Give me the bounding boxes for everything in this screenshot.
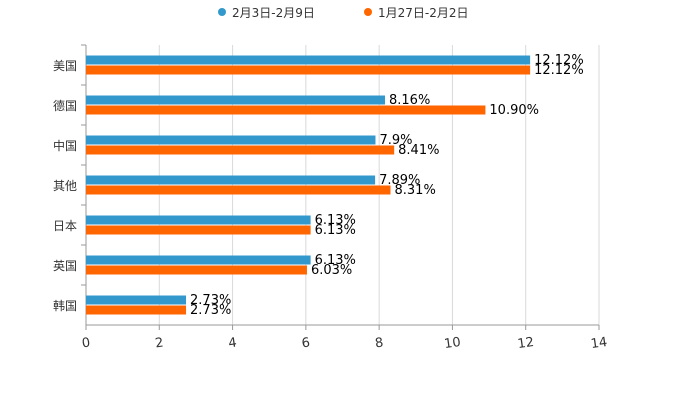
grid-lines xyxy=(85,45,600,325)
bars xyxy=(86,55,531,315)
category-label: 德国 xyxy=(53,98,77,113)
category-label: 中国 xyxy=(53,138,77,153)
x-tick-label: 10 xyxy=(443,335,461,352)
legend-label-2[interactable]: 1月27日-2月2日 xyxy=(378,6,469,20)
x-tick-label: 2 xyxy=(154,335,164,351)
data-label: 6.13% xyxy=(315,223,356,238)
data-labels: 12.12%12.12% 8.16% 10.90% 7.9%8.41% 7.89%8.3… xyxy=(190,53,584,318)
category-label: 日本 xyxy=(53,219,77,233)
bar-series1[interactable] xyxy=(86,215,311,225)
category-label: 韩国 xyxy=(53,298,77,313)
bar-series1[interactable] xyxy=(86,95,386,105)
bar-series1[interactable] xyxy=(86,255,311,265)
data-label: 8.31% xyxy=(395,183,436,198)
data-label: 7.9% xyxy=(379,133,412,148)
data-label: 7.89% xyxy=(379,173,420,188)
legend-marker-2 xyxy=(364,8,372,16)
legend-label-1[interactable]: 2月3日-2月9日 xyxy=(232,6,315,20)
bar-series1[interactable] xyxy=(86,135,376,145)
data-label: 12.12% xyxy=(534,63,584,78)
data-label: 8.41% xyxy=(398,143,439,158)
data-label: 12.12% xyxy=(534,53,584,68)
data-label: 8.16% xyxy=(389,93,430,108)
x-tick-label: 8 xyxy=(374,335,384,351)
bar-series2[interactable] xyxy=(86,185,391,195)
legend: 2月3日-2月9日 1月27日-2月2日 xyxy=(218,6,469,20)
legend-marker-1 xyxy=(218,8,226,16)
x-tick-label: 12 xyxy=(517,335,535,352)
bar-series2[interactable] xyxy=(86,105,486,115)
bar-series2[interactable] xyxy=(86,145,395,155)
data-label: 2.73% xyxy=(190,303,231,318)
x-tick-label: 0 xyxy=(81,335,91,351)
data-label: 6.13% xyxy=(315,253,356,268)
x-tick-label: 6 xyxy=(301,335,311,351)
bar-series1[interactable] xyxy=(86,175,376,185)
category-label: 其他 xyxy=(53,179,77,193)
bar-series2[interactable] xyxy=(86,265,307,275)
category-label: 美国 xyxy=(53,59,77,73)
bar-series2[interactable] xyxy=(86,225,311,235)
bar-series1[interactable] xyxy=(86,295,187,305)
data-label: 10.90% xyxy=(489,103,539,118)
data-label: 2.73% xyxy=(190,293,231,308)
bar-series1[interactable] xyxy=(86,55,531,65)
data-label: 6.13% xyxy=(315,213,356,228)
bar-series2[interactable] xyxy=(86,305,187,315)
data-label: 6.03% xyxy=(311,263,352,278)
x-tick-label: 14 xyxy=(590,335,608,352)
x-tick-label: 4 xyxy=(227,335,237,351)
bar-series2[interactable] xyxy=(86,65,531,75)
category-label: 英国 xyxy=(53,259,77,273)
